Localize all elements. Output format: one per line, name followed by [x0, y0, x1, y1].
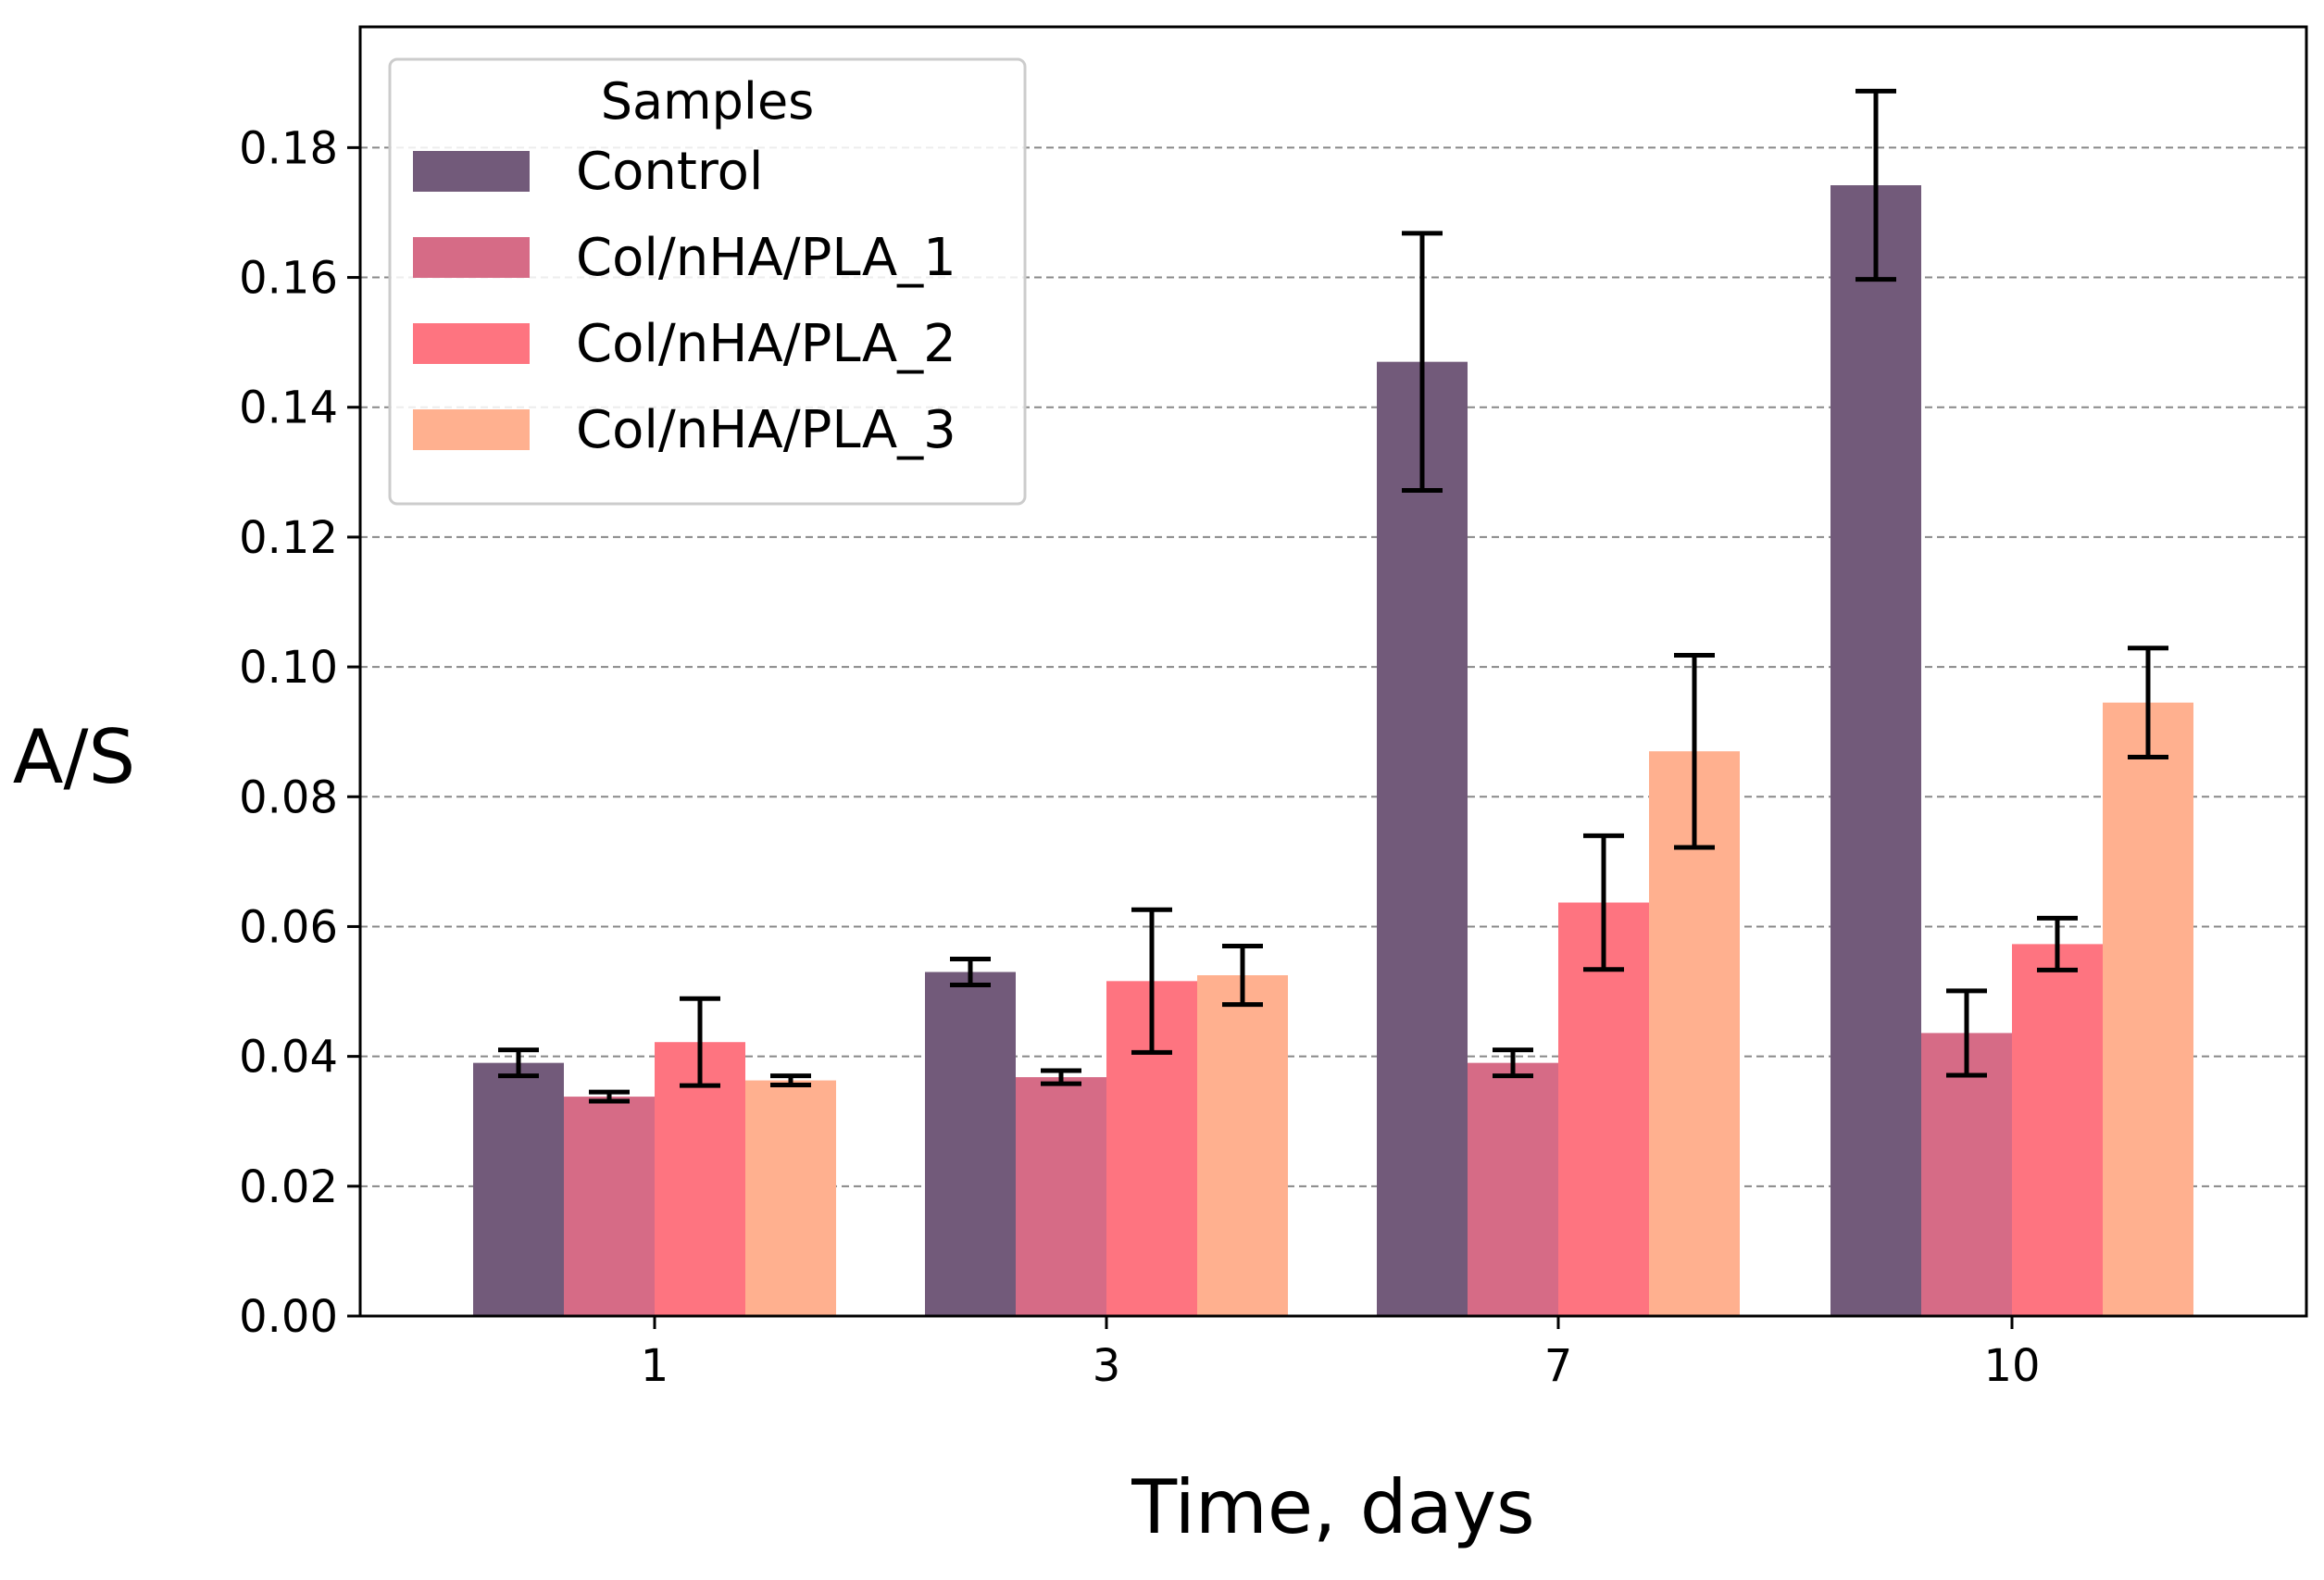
- y-tick-label: 0.02: [239, 1161, 338, 1213]
- legend-swatch: [413, 323, 530, 364]
- bar: [745, 1080, 836, 1316]
- y-tick-label: 0.18: [239, 122, 338, 174]
- bar: [1377, 361, 1468, 1316]
- bar: [1921, 1033, 2012, 1316]
- x-axis-label: Time, days: [1131, 1464, 1534, 1550]
- y-tick-label: 0.16: [239, 253, 338, 305]
- y-tick-label: 0.10: [239, 642, 338, 694]
- x-tick-label: 7: [1544, 1340, 1573, 1392]
- y-tick-label: 0.12: [239, 512, 338, 564]
- legend-swatch: [413, 151, 530, 192]
- bar: [2012, 944, 2103, 1316]
- bar: [1830, 185, 1921, 1317]
- bar: [2103, 702, 2193, 1316]
- x-tick-label: 10: [1983, 1340, 2040, 1392]
- legend-label: Col/nHA/PLA_2: [576, 314, 956, 374]
- legend-swatch: [413, 237, 530, 278]
- bar: [925, 972, 1016, 1316]
- legend-label: Col/nHA/PLA_1: [576, 228, 956, 288]
- y-ticks: 0.00 0.02 0.04 0.06 0.08 0.10 0.12 0.14 0.16 0.18: [239, 122, 360, 1343]
- bar: [564, 1097, 655, 1316]
- y-tick-label: 0.04: [239, 1032, 338, 1084]
- bar: [1197, 975, 1288, 1316]
- x-tick-label: 3: [1093, 1340, 1121, 1392]
- legend-box: [388, 57, 1027, 506]
- bar: [1016, 1077, 1106, 1316]
- bar: [473, 1062, 564, 1316]
- legend-title: Samples: [601, 72, 815, 131]
- y-tick-label: 0.14: [239, 382, 338, 434]
- bar: [1468, 1062, 1558, 1316]
- legend: Samples Control Col/nHA/PLA_1 Col/nHA/PLA_…: [388, 57, 1027, 506]
- bars: [473, 185, 2193, 1317]
- y-tick-label: 0.08: [239, 771, 338, 823]
- legend-swatch: [413, 409, 530, 450]
- y-tick-label: 0.00: [239, 1291, 338, 1343]
- x-ticks: 1 3 7 10: [641, 1316, 2041, 1392]
- plot-frame: [358, 25, 2308, 1318]
- y-tick-label: 0.06: [239, 901, 338, 953]
- legend-label: Control: [576, 142, 763, 202]
- y-axis-label: A/S: [13, 714, 135, 800]
- legend-label: Col/nHA/PLA_3: [576, 400, 956, 460]
- error-bars: [498, 88, 2168, 1104]
- x-tick-label: 1: [641, 1340, 669, 1392]
